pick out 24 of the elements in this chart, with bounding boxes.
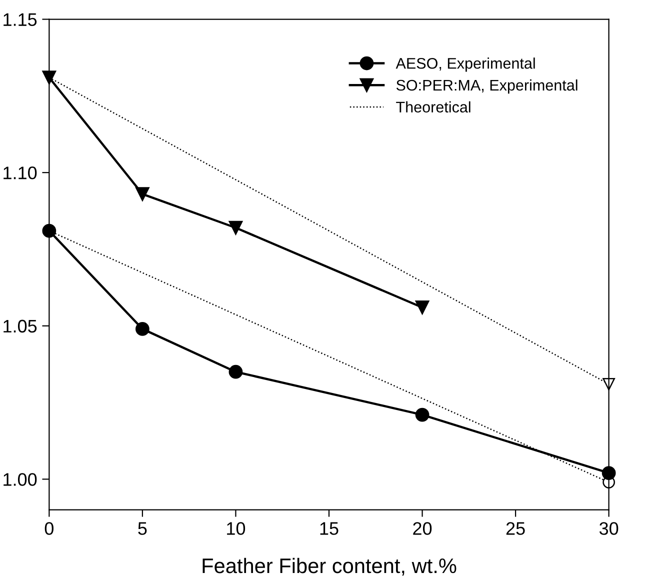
point	[42, 224, 56, 238]
legend-label: SO:PER:MA, Experimental	[396, 79, 578, 94]
point	[42, 70, 56, 84]
x-tick-label: 30	[599, 522, 618, 535]
x-tick-label: 5	[138, 522, 147, 535]
y-tick-label: 1.10	[4, 166, 37, 180]
point	[415, 300, 430, 314]
x-tick-label: 25	[506, 522, 525, 535]
x-axis-title: Feather Fiber content, wt.%	[202, 558, 456, 576]
point	[228, 364, 243, 379]
x-tick-label: 0	[44, 522, 54, 535]
x-tick-label: 20	[413, 522, 432, 535]
point	[136, 322, 150, 336]
x-tick-label: 10	[227, 522, 246, 535]
legend-label: Theoretical	[396, 101, 470, 113]
point	[228, 220, 243, 235]
y-tick-label: 1.00	[4, 473, 37, 486]
x-tick-label: 15	[320, 522, 338, 535]
point	[415, 408, 430, 422]
point	[136, 187, 150, 201]
y-tick-label: 1.15	[4, 13, 37, 26]
point	[602, 466, 616, 480]
y-tick-label: 1.05	[4, 320, 37, 333]
legend-label: AESO, Experimental	[396, 58, 535, 72]
